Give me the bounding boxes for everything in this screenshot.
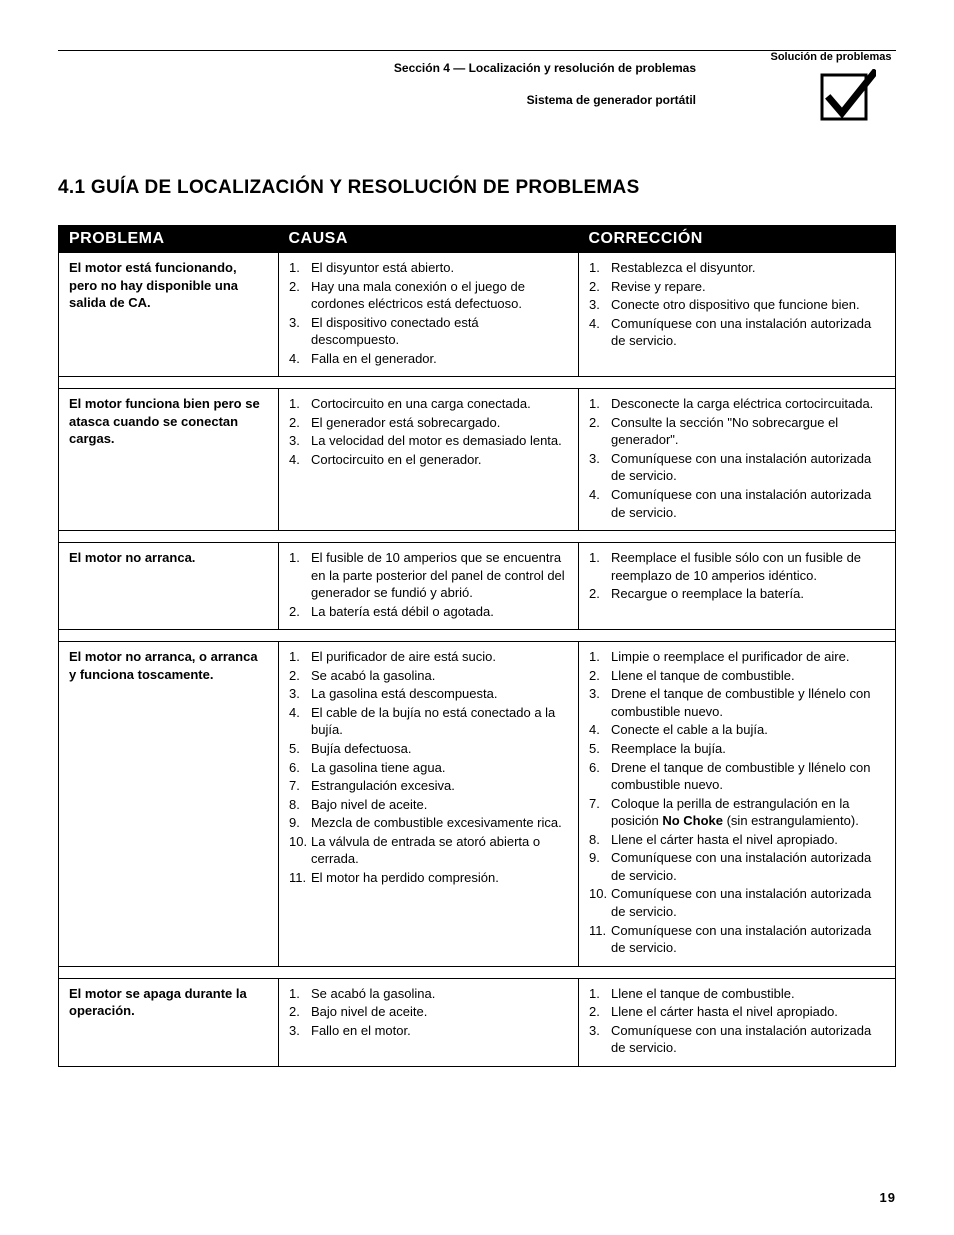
correction-cell: 1.Desconecte la carga eléctrica cortocir… (579, 389, 896, 531)
th-problem: PROBLEMA (59, 226, 279, 253)
spacer-row (59, 377, 896, 389)
cause-cell: 1.El fusible de 10 amperios que se encue… (279, 543, 579, 630)
problem-cell: El motor no arranca. (59, 543, 279, 630)
problem-cell: El motor no arranca, o arranca y funcion… (59, 642, 279, 966)
corner-label: Solución de problemas (766, 51, 896, 63)
correction-cell: 1.Reemplace el fusible sólo con un fusib… (579, 543, 896, 630)
section-title: 4.1 GUÍA DE LOCALIZACIÓN Y RESOLUCIÓN DE… (58, 177, 896, 199)
subtitle: Sistema de generador portátil (58, 93, 896, 107)
correction-cell: 1.Llene el tanque de combustible.2.Llene… (579, 978, 896, 1066)
cause-cell: 1.El purificador de aire está sucio.2.Se… (279, 642, 579, 966)
th-correction: CORRECCIÓN (579, 226, 896, 253)
table-row: El motor está funcionando, pero no hay d… (59, 253, 896, 377)
table-row: El motor se apaga durante la operación.1… (59, 978, 896, 1066)
th-cause: CAUSA (279, 226, 579, 253)
table-row: El motor funciona bien pero se atasca cu… (59, 389, 896, 531)
problem-cell: El motor está funcionando, pero no hay d… (59, 253, 279, 377)
spacer-row (59, 531, 896, 543)
problem-cell: El motor se apaga durante la operación. (59, 978, 279, 1066)
checkmark-icon (816, 69, 876, 129)
cause-cell: 1.Se acabó la gasolina.2.Bajo nivel de a… (279, 978, 579, 1066)
correction-cell: 1.Limpie o reemplace el purificador de a… (579, 642, 896, 966)
spacer-row (59, 966, 896, 978)
section-breadcrumb: Sección 4 — Localización y resolución de… (58, 61, 896, 75)
problem-cell: El motor funciona bien pero se atasca cu… (59, 389, 279, 531)
page-header: Sección 4 — Localización y resolución de… (58, 50, 896, 107)
cause-cell: 1.El disyuntor está abierto.2.Hay una ma… (279, 253, 579, 377)
table-row: El motor no arranca.1.El fusible de 10 a… (59, 543, 896, 630)
troubleshooting-table: PROBLEMA CAUSA CORRECCIÓN El motor está … (58, 225, 896, 1067)
spacer-row (59, 630, 896, 642)
page-number: 19 (880, 1190, 896, 1205)
cause-cell: 1.Cortocircuito en una carga conectada.2… (279, 389, 579, 531)
table-row: El motor no arranca, o arranca y funcion… (59, 642, 896, 966)
correction-cell: 1.Restablezca el disyuntor.2.Revise y re… (579, 253, 896, 377)
